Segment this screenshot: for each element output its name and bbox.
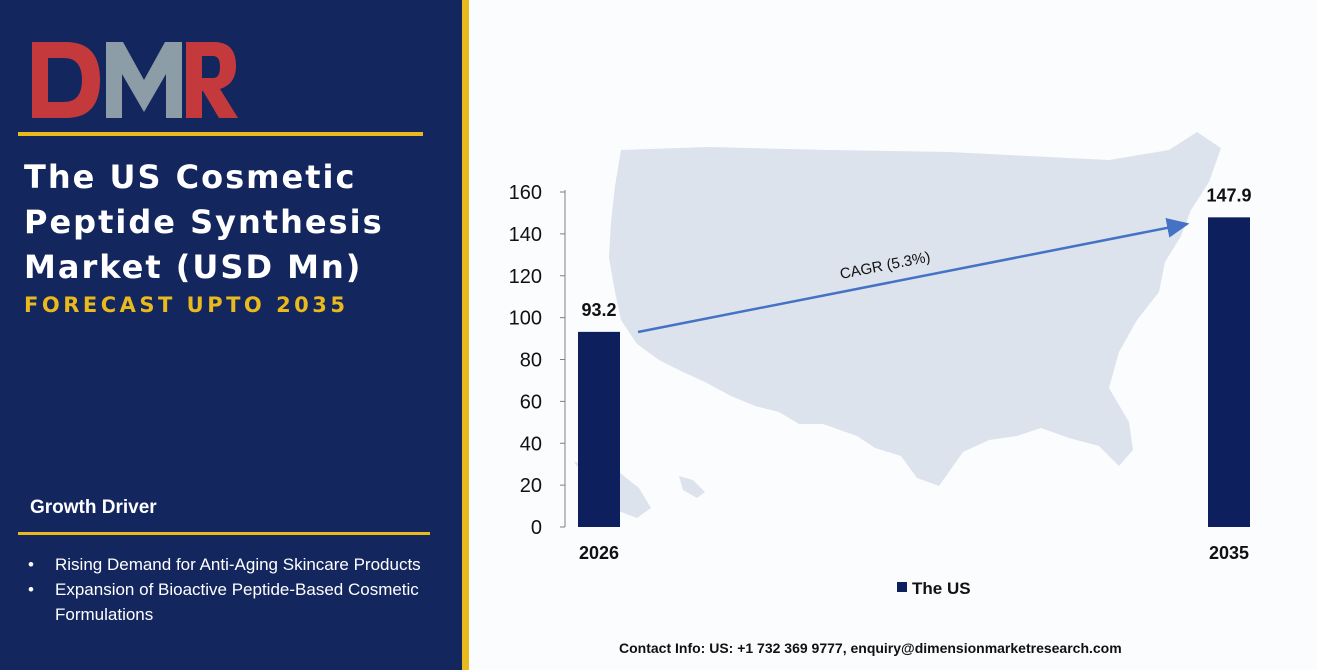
growth-driver-heading: Growth Driver — [30, 497, 157, 518]
y-tick-label: 0 — [531, 517, 542, 539]
dmr-logo — [32, 42, 238, 118]
y-tick-label: 80 — [520, 350, 542, 372]
growth-driver-text: Rising Demand for Anti-Aging Skincare Pr… — [55, 555, 421, 574]
page-title-line-2: Peptide Synthesis — [24, 203, 384, 241]
growth-driver-text: Expansion of Bioactive Peptide-Based Cos… — [55, 580, 419, 624]
bar — [1208, 217, 1250, 527]
page-subtitle: FORECAST UPTO 2035 — [24, 293, 349, 317]
y-tick-label: 60 — [520, 391, 542, 413]
growth-driver-rule — [18, 532, 430, 535]
y-tick-label: 140 — [509, 224, 542, 246]
y-tick-label: 160 — [509, 182, 542, 204]
legend-label: The US — [912, 579, 971, 598]
data-label: 147.9 — [1206, 185, 1251, 205]
y-axis-ticks: 0 20 40 60 80 100 120 140 160 — [509, 182, 565, 539]
bullet-icon: • — [28, 580, 34, 599]
data-label: 93.2 — [581, 300, 616, 320]
title-rule — [18, 132, 423, 136]
y-tick-label: 120 — [509, 266, 542, 288]
bar — [578, 331, 620, 527]
cagr-arrow — [637, 218, 1190, 334]
bullet-icon: • — [28, 555, 34, 574]
x-tick-label: 2026 — [579, 543, 619, 563]
x-tick-label: 2035 — [1209, 543, 1249, 563]
bars: 93.2 2026 147.9 2035 — [578, 185, 1252, 563]
y-tick-label: 20 — [520, 475, 542, 497]
growth-driver-list: • Rising Demand for Anti-Aging Skincare … — [28, 552, 438, 627]
divider-bar — [462, 0, 469, 670]
page-title-line-3: Market (USD Mn) — [24, 248, 363, 286]
list-item: • Rising Demand for Anti-Aging Skincare … — [28, 552, 438, 577]
legend: The US — [897, 579, 971, 598]
y-tick-label: 100 — [509, 308, 542, 330]
list-item: • Expansion of Bioactive Peptide-Based C… — [28, 577, 438, 627]
contact-info: Contact Info: US: +1 732 369 9777, enqui… — [619, 640, 1122, 656]
page-title-line-1: The US Cosmetic — [24, 158, 357, 196]
legend-swatch — [897, 582, 907, 592]
y-tick-label: 40 — [520, 433, 542, 455]
